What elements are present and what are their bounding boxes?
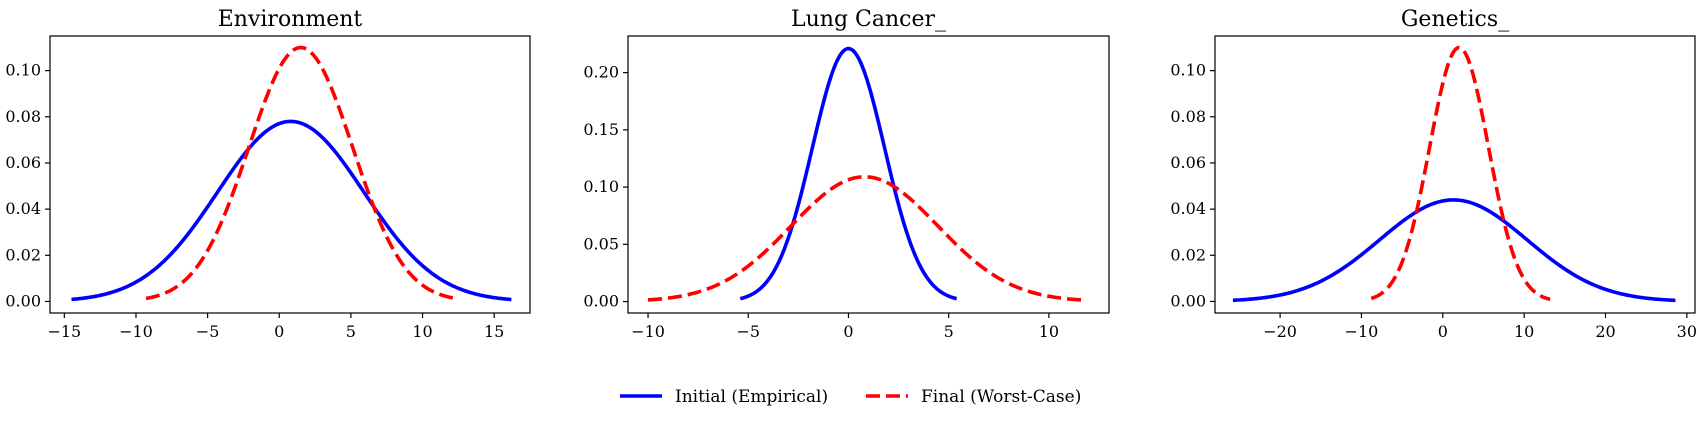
y-tick-label: 0.02	[5, 245, 41, 264]
x-tick-label: −20	[1263, 322, 1297, 341]
y-tick-label: 0.04	[1170, 199, 1206, 218]
x-tick-label: −5	[736, 322, 760, 341]
y-tick-label: 0.02	[1170, 245, 1206, 264]
y-tick-label: 0.00	[583, 292, 619, 311]
x-tick-label: 10	[412, 322, 432, 341]
subplot-title: Lung Cancer_	[791, 7, 946, 32]
axes-frame	[1214, 35, 1696, 314]
x-tick-label: 10	[1039, 322, 1059, 341]
y-tick-label: 0.00	[5, 291, 41, 310]
x-tick-label: 0	[274, 322, 284, 341]
legend-label: Initial (Empirical)	[675, 387, 828, 407]
x-tick-label: 0	[843, 322, 853, 341]
x-tick-label: −15	[47, 322, 81, 341]
initial-empirical-curve	[71, 119, 512, 302]
initial-empirical-curve	[739, 46, 958, 301]
y-tick-label: 0.00	[1170, 291, 1206, 310]
y-tick-label: 0.05	[583, 234, 619, 253]
x-tick-label: 5	[944, 322, 954, 341]
y-tick-label: 0.04	[5, 199, 41, 218]
x-tick-label: −10	[631, 322, 665, 341]
y-tick-label: 0.10	[5, 61, 41, 80]
subplot-title: Environment	[218, 7, 363, 32]
x-tick-label: 15	[484, 322, 504, 341]
subplot-2: Genetics_ −20 −10 0 10 20 30 0.00 0.02 0.04 0.06 0.…	[1170, 7, 1697, 341]
y-tick-label: 0.10	[583, 177, 619, 196]
subplot-1: Lung Cancer_ −10 −5 0 5 10 0.00 0.05 0.10 0.15 0.2…	[583, 7, 1110, 341]
y-tick-label: 0.15	[583, 120, 619, 139]
y-tick-label: 0.06	[1170, 153, 1206, 172]
final-worst-case-curve	[145, 45, 455, 301]
y-tick-label: 0.08	[1170, 107, 1206, 126]
initial-empirical-curve	[1232, 198, 1676, 303]
subplot-title: Genetics_	[1401, 7, 1509, 32]
x-tick-label: 0	[1438, 322, 1448, 341]
final-worst-case-curve	[1370, 45, 1551, 302]
x-tick-label: 20	[1595, 322, 1615, 341]
x-tick-label: 10	[1514, 322, 1534, 341]
subplot-0: Environment −15 −10 −5 0 5 10 15 0.00 0.02 0.04 0.0…	[5, 7, 531, 341]
y-tick-label: 0.10	[1170, 61, 1206, 80]
x-tick-label: 5	[346, 322, 356, 341]
final-worst-case-curve	[647, 175, 1084, 302]
y-tick-label: 0.06	[5, 153, 41, 172]
legend-label: Final (Worst-Case)	[921, 387, 1081, 407]
axes-frame	[627, 35, 1110, 314]
x-tick-label: 30	[1677, 322, 1697, 341]
x-tick-label: −5	[196, 322, 220, 341]
y-tick-label: 0.20	[583, 63, 619, 82]
axes-frame	[49, 35, 531, 314]
y-tick-label: 0.08	[5, 107, 41, 126]
legend: Initial (Empirical) Final (Worst-Case)	[620, 387, 1081, 407]
x-tick-label: −10	[1345, 322, 1379, 341]
x-tick-label: −10	[119, 322, 153, 341]
